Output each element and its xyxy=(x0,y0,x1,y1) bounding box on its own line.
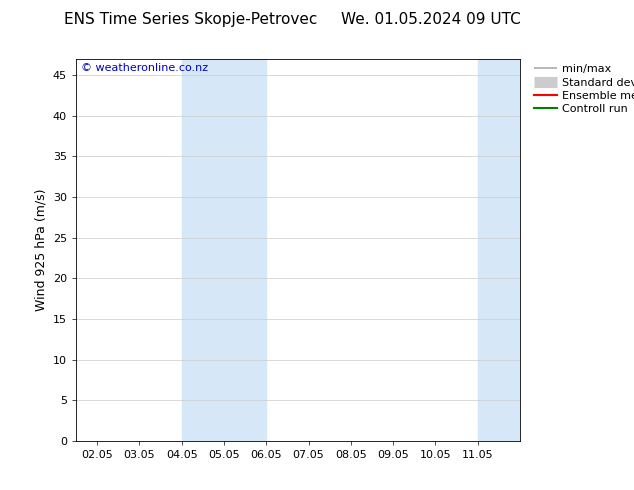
Bar xyxy=(224,59,266,441)
Text: ENS Time Series Skopje-Petrovec: ENS Time Series Skopje-Petrovec xyxy=(63,12,317,27)
Text: We. 01.05.2024 09 UTC: We. 01.05.2024 09 UTC xyxy=(341,12,521,27)
Legend: min/max, Standard deviation, Ensemble mean run, Controll run: min/max, Standard deviation, Ensemble me… xyxy=(534,64,634,114)
Y-axis label: Wind 925 hPa (m/s): Wind 925 hPa (m/s) xyxy=(34,189,48,311)
Bar xyxy=(182,59,224,441)
Bar xyxy=(477,59,520,441)
Text: © weatheronline.co.nz: © weatheronline.co.nz xyxy=(81,63,208,73)
